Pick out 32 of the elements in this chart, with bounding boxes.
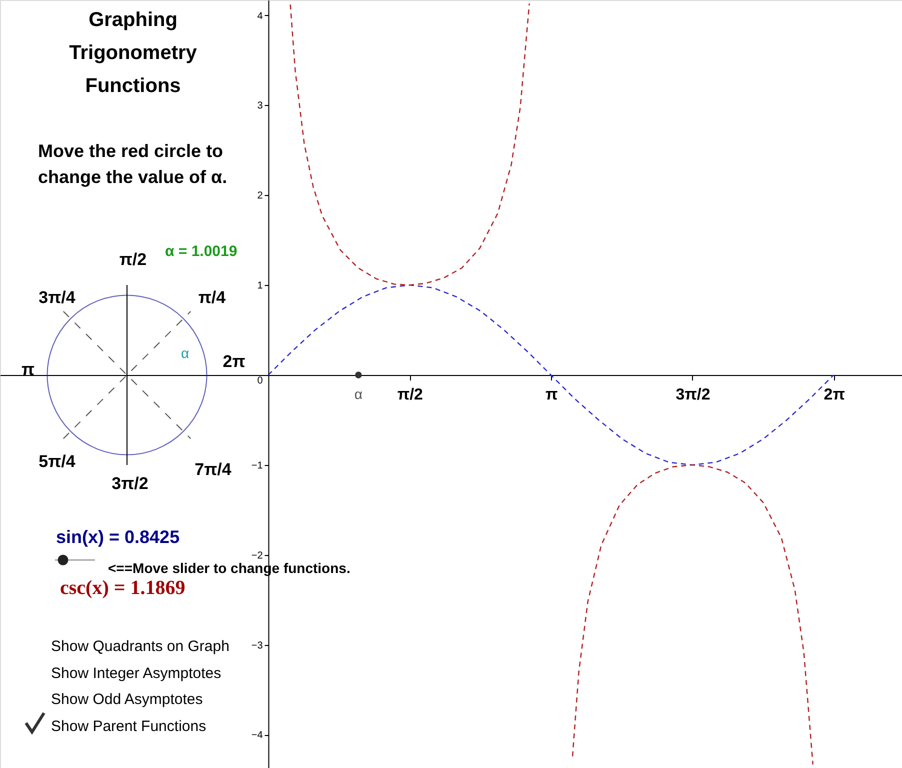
annotation: α = 1.0019 xyxy=(165,243,238,260)
y-tick-label: −3 xyxy=(251,640,264,652)
annotation: 3π/2 xyxy=(112,474,148,493)
annotation: 3π/4 xyxy=(38,288,76,307)
x-tick-label: π xyxy=(545,386,558,404)
y-tick-label: 2 xyxy=(257,190,264,202)
y-tick-label: 0 xyxy=(257,376,264,387)
annotation: α xyxy=(180,345,190,361)
annotation: sin(x) = 0.8425 xyxy=(56,527,180,547)
x-tick-label: 2π xyxy=(824,386,845,404)
annotation: Show Parent Functions xyxy=(51,718,206,735)
annotation: Show Quadrants on Graph xyxy=(51,638,230,655)
x-tick-label: 3π/2 xyxy=(676,386,710,404)
annotation: Move the red circle to change the value of α. xyxy=(38,141,228,187)
x-tick-label: π/2 xyxy=(397,386,424,404)
annotation: 7π/4 xyxy=(194,460,232,479)
annotation: 2π xyxy=(222,352,246,371)
annotation: 5π/4 xyxy=(38,452,76,471)
y-tick-label: −4 xyxy=(251,730,264,742)
annotation: π/2 xyxy=(119,250,147,269)
text: Graphing Trigonometry Functions xyxy=(69,9,198,97)
annotation: csc(x) = 1.1869 xyxy=(60,577,186,599)
y-tick-label: 4 xyxy=(257,10,264,22)
annotation: Show Odd Asymptotes xyxy=(51,691,203,708)
y-tick-label: 1 xyxy=(257,280,264,292)
y-tick-label: 3 xyxy=(257,100,264,112)
annotation: Show Integer Asymptotes xyxy=(51,665,222,682)
series-label: α xyxy=(354,386,362,402)
y-tick-label: −1 xyxy=(251,460,264,472)
y-tick-label: −2 xyxy=(251,550,264,562)
annotation: π xyxy=(21,360,35,379)
annotation: π/4 xyxy=(198,288,226,307)
